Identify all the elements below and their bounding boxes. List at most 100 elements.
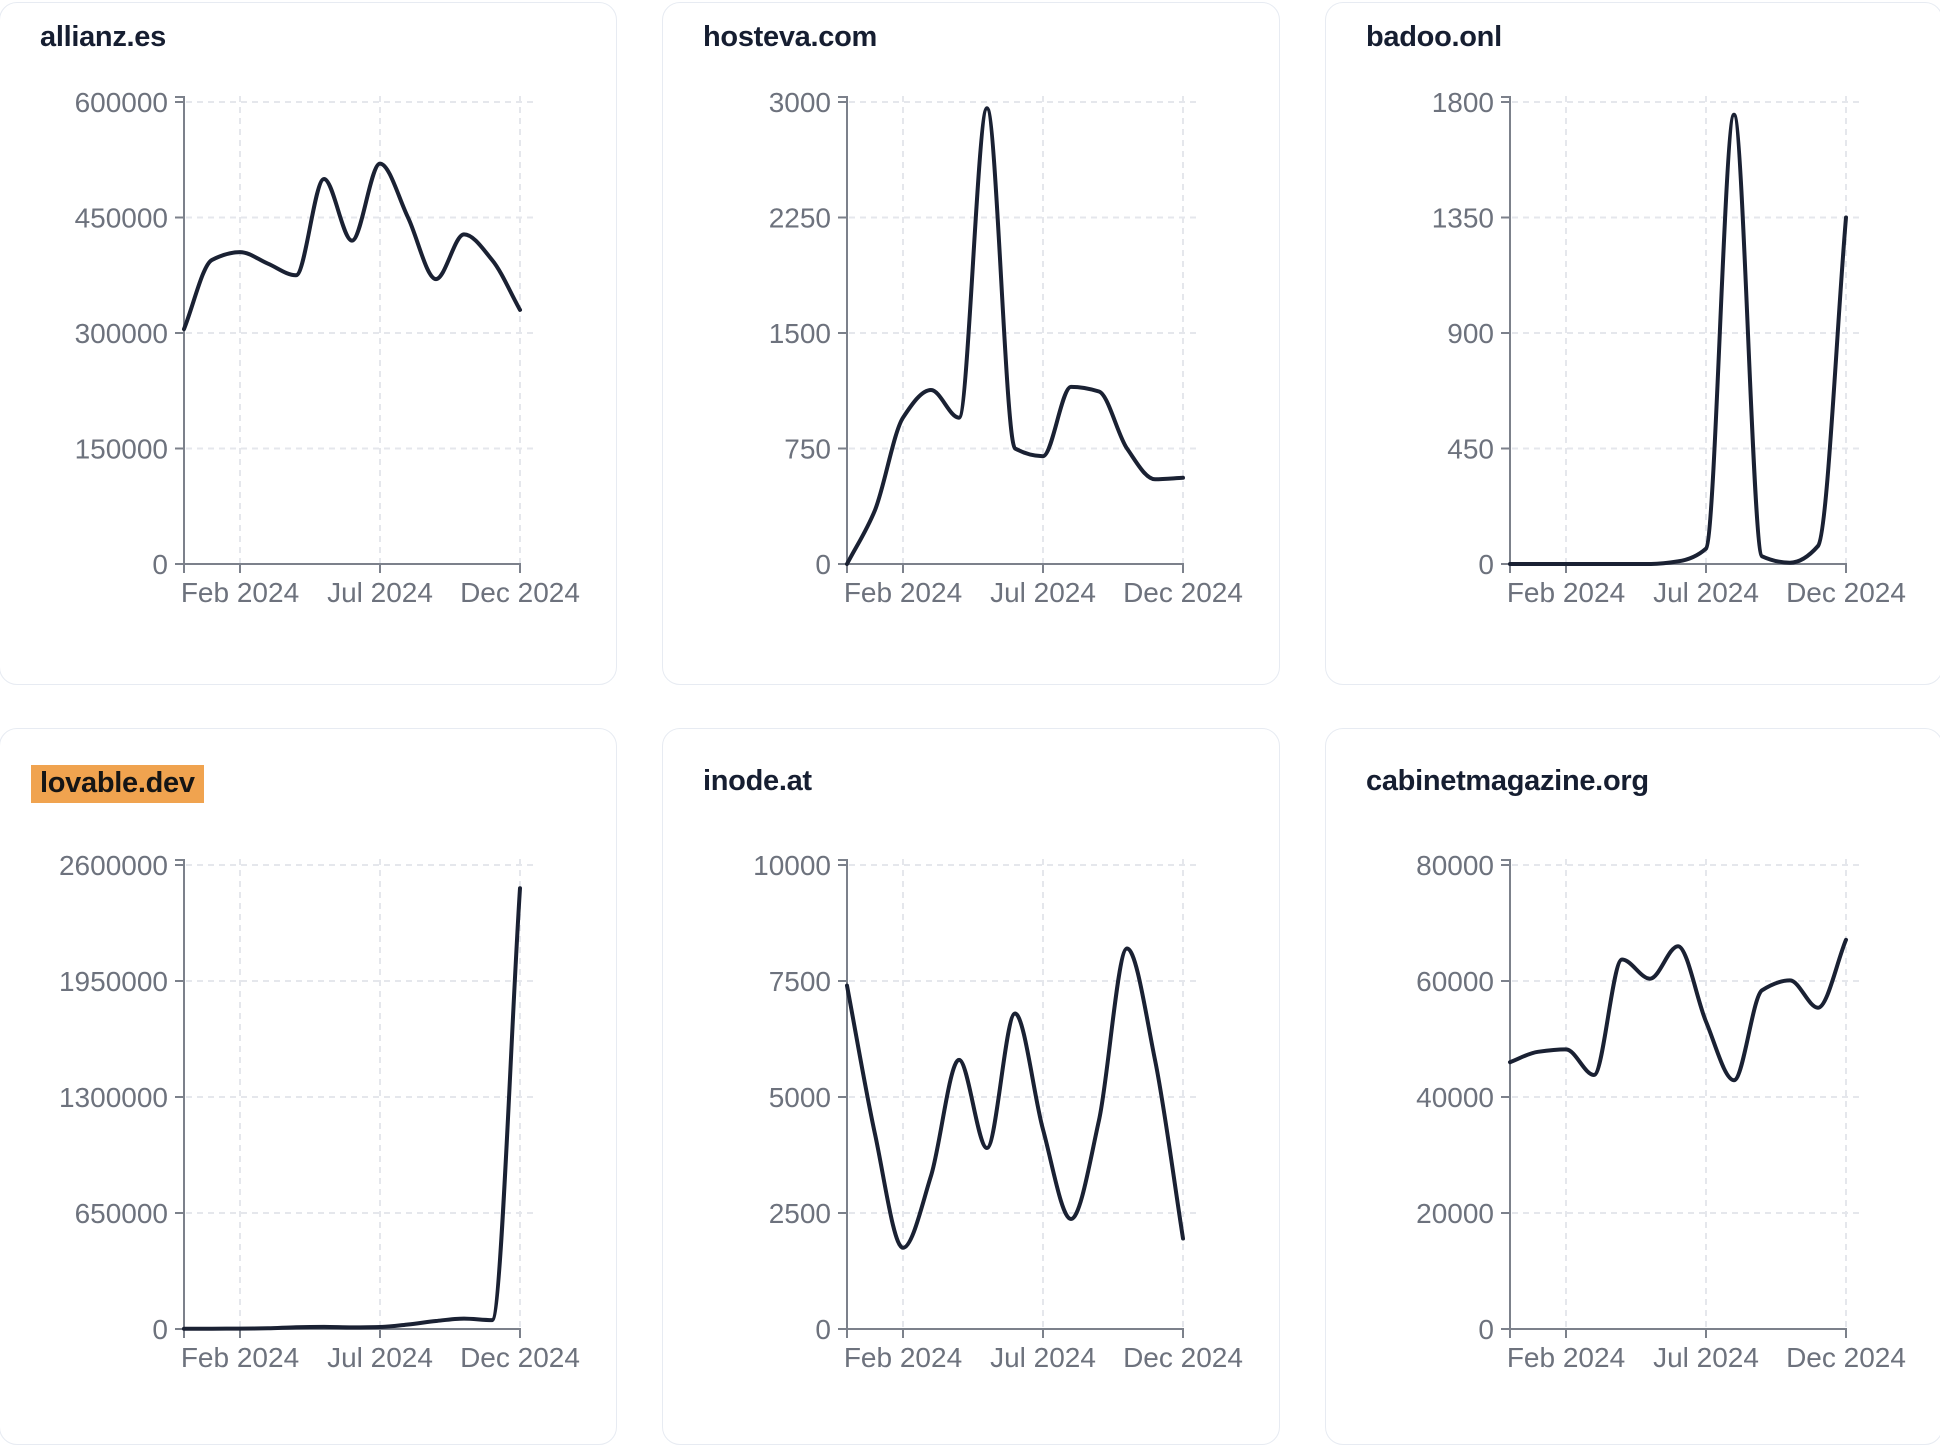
y-tick-label: 2250 <box>769 203 831 234</box>
x-tick-label: Jul 2024 <box>327 577 433 608</box>
y-tick-label: 10000 <box>753 850 831 881</box>
y-tick-label: 150000 <box>75 434 168 465</box>
x-axis <box>846 1328 1184 1338</box>
axes <box>1501 859 1847 1338</box>
axes <box>175 96 521 573</box>
y-tick-label: 0 <box>815 549 831 580</box>
x-tick-label: Dec 2024 <box>460 577 580 608</box>
tick-labels: 0 20000 40000 60000 80000 Feb 2024 Jul 2024 Dec… <box>1416 850 1906 1373</box>
line-chart: 0 20000 40000 60000 80000 Feb 2024 Jul 2024 Dec… <box>1416 850 1906 1373</box>
series-line <box>845 106 1185 566</box>
x-tick-label: Jul 2024 <box>990 1342 1096 1373</box>
domain-title-highlighted: lovable.dev <box>31 765 204 804</box>
chart-card-lovable.dev: lovable.dev 0 650000 1300000 1950000 2600000 F… <box>0 728 617 1445</box>
card-title: badoo.onl <box>1366 21 1502 54</box>
y-axis <box>838 859 848 1329</box>
x-axis <box>183 563 521 573</box>
series-line <box>182 886 522 1331</box>
domain-title: allianz.es <box>40 21 166 53</box>
series-line <box>182 161 522 332</box>
card-title: allianz.es <box>40 21 166 54</box>
line-chart: 0 2500 5000 7500 10000 Feb 2024 Jul 2024 Dec 20… <box>753 850 1243 1373</box>
x-tick-label: Jul 2024 <box>327 1342 433 1373</box>
y-tick-label: 1300000 <box>59 1082 168 1113</box>
y-tick-label: 0 <box>815 1314 831 1345</box>
domain-title: inode.at <box>703 765 812 797</box>
y-tick-label: 0 <box>1478 1314 1494 1345</box>
y-axis <box>1501 96 1511 564</box>
chart-card-badoo.onl: badoo.onl 0 450 900 1350 1800 Feb 2024 Jul 2024… <box>1325 2 1940 685</box>
x-tick-label: Jul 2024 <box>990 577 1096 608</box>
x-tick-label: Feb 2024 <box>1507 577 1625 608</box>
chart-card-cabinetmagazine.org: cabinetmagazine.org 0 20000 40000 60000 80000… <box>1325 728 1940 1445</box>
y-tick-label: 1950000 <box>59 966 168 997</box>
gridlines <box>186 96 534 564</box>
domain-title: hosteva.com <box>703 21 877 53</box>
y-tick-label: 7500 <box>769 966 831 997</box>
x-tick-label: Dec 2024 <box>1786 1342 1906 1373</box>
line-chart: 0 650000 1300000 1950000 2600000 Feb 2024 Jul … <box>59 850 580 1373</box>
x-tick-label: Dec 2024 <box>1123 577 1243 608</box>
x-tick-label: Feb 2024 <box>181 1342 299 1373</box>
gridlines <box>186 859 534 1329</box>
y-tick-label: 0 <box>152 1314 168 1345</box>
y-axis <box>838 96 848 564</box>
y-tick-label: 300000 <box>75 318 168 349</box>
card-title: inode.at <box>703 765 812 798</box>
x-tick-label: Jul 2024 <box>1653 577 1759 608</box>
tick-labels: 0 2500 5000 7500 10000 Feb 2024 Jul 2024 Dec 20… <box>753 850 1243 1373</box>
x-tick-label: Feb 2024 <box>844 577 962 608</box>
tick-labels: 0 450 900 1350 1800 Feb 2024 Jul 2024 Dec 2024 <box>1432 87 1906 608</box>
gridlines <box>849 96 1197 564</box>
chart-card-inode.at: inode.at 0 2500 5000 7500 10000 Feb 2024 Jul 20… <box>662 728 1280 1445</box>
series-line <box>1508 937 1848 1083</box>
y-tick-label: 2500 <box>769 1198 831 1229</box>
axes <box>838 96 1184 573</box>
y-tick-label: 5000 <box>769 1082 831 1113</box>
axes <box>838 859 1184 1338</box>
y-axis <box>175 96 185 564</box>
series-line <box>1508 112 1848 566</box>
line-chart: 0 150000 300000 450000 600000 Feb 2024 Jul 202… <box>75 87 580 608</box>
x-tick-label: Dec 2024 <box>1786 577 1906 608</box>
card-title: hosteva.com <box>703 21 877 54</box>
domain-title: cabinetmagazine.org <box>1366 765 1649 797</box>
line-chart: 0 450 900 1350 1800 Feb 2024 Jul 2024 Dec 2024 <box>1432 87 1906 608</box>
tick-labels: 0 650000 1300000 1950000 2600000 Feb 2024 Jul … <box>59 850 580 1373</box>
y-tick-label: 3000 <box>769 87 831 118</box>
y-tick-label: 450000 <box>75 203 168 234</box>
y-tick-label: 60000 <box>1416 966 1494 997</box>
x-tick-label: Feb 2024 <box>181 577 299 608</box>
y-tick-label: 450 <box>1447 434 1494 465</box>
y-tick-label: 900 <box>1447 318 1494 349</box>
chart-card-hosteva.com: hosteva.com 0 750 1500 2250 3000 Feb 2024 Jul 2… <box>662 2 1280 685</box>
y-tick-label: 1800 <box>1432 87 1494 118</box>
series-line <box>845 946 1185 1250</box>
y-tick-label: 20000 <box>1416 1198 1494 1229</box>
y-tick-label: 0 <box>152 549 168 580</box>
axes <box>1501 96 1847 573</box>
y-axis <box>175 859 185 1329</box>
x-tick-label: Feb 2024 <box>844 1342 962 1373</box>
tick-labels: 0 750 1500 2250 3000 Feb 2024 Jul 2024 Dec 2024 <box>769 87 1243 608</box>
y-tick-label: 1350 <box>1432 203 1494 234</box>
y-tick-label: 650000 <box>75 1198 168 1229</box>
axes <box>175 859 521 1338</box>
y-tick-label: 1500 <box>769 318 831 349</box>
y-tick-label: 600000 <box>75 87 168 118</box>
gridlines <box>849 859 1197 1329</box>
domain-title: badoo.onl <box>1366 21 1502 53</box>
x-tick-label: Feb 2024 <box>1507 1342 1625 1373</box>
y-tick-label: 80000 <box>1416 850 1494 881</box>
x-axis <box>1509 1328 1847 1338</box>
x-tick-label: Jul 2024 <box>1653 1342 1759 1373</box>
y-tick-label: 750 <box>784 434 831 465</box>
gridlines <box>1512 96 1860 564</box>
card-title: lovable.dev <box>31 765 204 804</box>
gridlines <box>1512 859 1860 1329</box>
x-tick-label: Dec 2024 <box>460 1342 580 1373</box>
x-tick-label: Dec 2024 <box>1123 1342 1243 1373</box>
chart-card-allianz.es: allianz.es 0 150000 300000 450000 600000 Feb 2… <box>0 2 617 685</box>
y-tick-label: 2600000 <box>59 850 168 881</box>
